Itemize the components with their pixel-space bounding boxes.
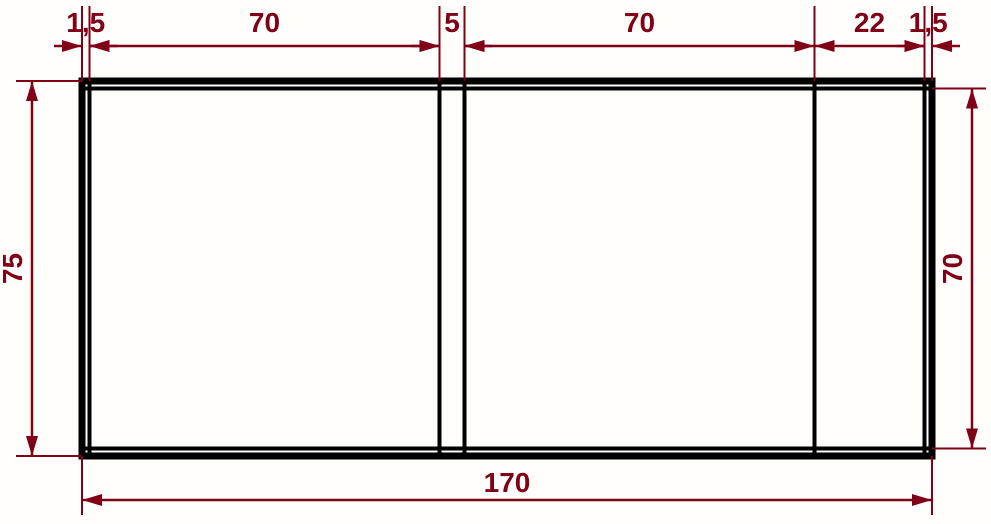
dimension-top-3: 70 — [465, 7, 815, 52]
dimension-arrowhead — [912, 494, 932, 506]
dimension-label: 1,5 — [66, 7, 105, 38]
dimension-arrowhead — [966, 89, 978, 109]
dimension-top-1: 70 — [90, 7, 440, 52]
dimension-label: 1,5 — [909, 7, 948, 38]
dimension-arrowhead — [465, 40, 485, 52]
dimension-arrowhead — [795, 40, 815, 52]
dimension-label: 75 — [0, 253, 28, 284]
dimension-arrowhead — [420, 40, 440, 52]
dimension-label: 5 — [444, 7, 460, 38]
dimension-label: 70 — [937, 253, 968, 284]
dimension-label: 170 — [484, 467, 531, 498]
dimension-arrowhead — [905, 40, 925, 52]
dimension-arrowhead — [815, 40, 835, 52]
dimension-arrowhead — [62, 40, 82, 52]
dimension-arrowhead — [932, 40, 952, 52]
dimension-top-5: 1,5 — [897, 7, 961, 52]
dimension-arrowhead — [966, 429, 978, 449]
part-outline — [82, 81, 932, 456]
dimension-label: 70 — [624, 7, 655, 38]
dimension-arrowhead — [90, 40, 110, 52]
dimension-label: 70 — [249, 7, 280, 38]
dimension-arrowhead — [82, 494, 102, 506]
dimension-arrowhead — [26, 436, 38, 456]
dimension-label: 22 — [854, 7, 885, 38]
dimension-arrowhead — [26, 81, 38, 101]
